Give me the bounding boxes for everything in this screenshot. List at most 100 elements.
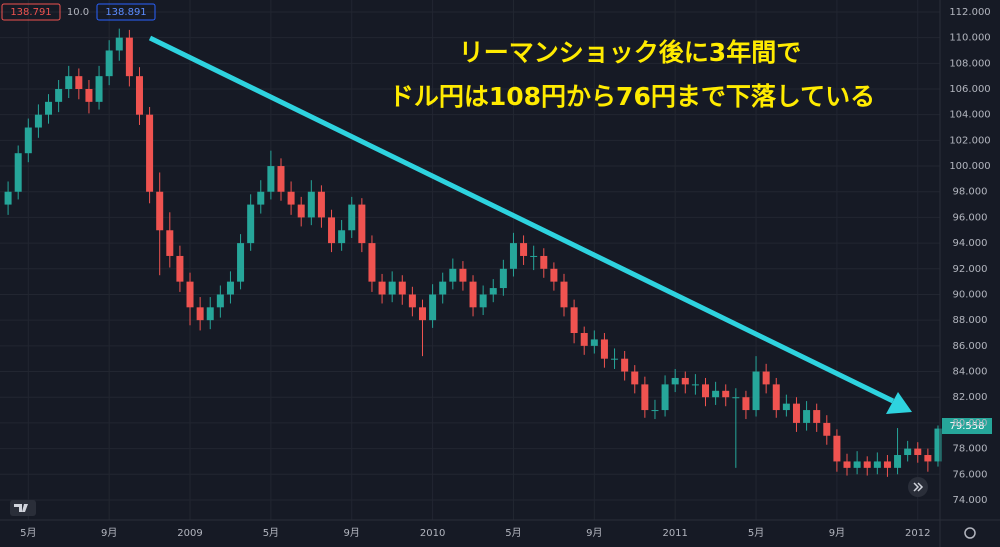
x-tick-label: 2012 (905, 528, 930, 539)
candle-body (449, 268, 457, 282)
candle-body (105, 50, 113, 77)
y-tick-label: 94.000 (953, 238, 988, 249)
y-tick-label: 102.000 (949, 135, 990, 146)
candle-body (509, 243, 517, 269)
candle-body (813, 410, 821, 423)
candle-body (661, 384, 669, 411)
candle-body (55, 88, 63, 102)
y-tick-label: 88.000 (953, 315, 988, 326)
candle-body (904, 448, 912, 456)
trend-arrow (148, 35, 895, 404)
candle-body (358, 204, 366, 244)
x-tick-label: 5月 (263, 527, 279, 539)
candle-body (560, 281, 568, 308)
candle-body (378, 281, 386, 295)
candle-body (85, 88, 93, 102)
candle-body (14, 153, 22, 192)
x-tick-label: 9月 (586, 527, 602, 539)
settings-icon[interactable] (964, 527, 976, 539)
candle-body (398, 281, 406, 295)
x-tick-label: 5月 (505, 527, 521, 539)
candle-body (651, 410, 659, 412)
candle-body (914, 448, 922, 456)
candle-body (732, 397, 740, 399)
last-price: 79.558 (950, 421, 985, 432)
sell-price: 138.791 (10, 7, 51, 18)
candle-body (702, 384, 710, 398)
candle-body (216, 294, 224, 308)
candle-body (34, 114, 42, 128)
candle-body (671, 377, 679, 385)
candle-body (469, 281, 477, 308)
candle-body (408, 294, 416, 308)
x-tick-label: 2011 (662, 528, 687, 539)
candle-body (176, 255, 184, 282)
candle-body (317, 191, 325, 218)
candle-body (894, 455, 902, 468)
y-tick-label: 84.000 (953, 367, 988, 378)
x-tick-label: 5月 (748, 527, 764, 539)
candle-body (722, 390, 730, 398)
candle-body (600, 339, 608, 359)
x-tick-label: 2009 (177, 528, 202, 539)
candle-body (267, 166, 275, 192)
x-tick-label: 9月 (101, 527, 117, 539)
last-price-box (942, 418, 992, 434)
candle-body (712, 390, 720, 398)
candle-body (934, 428, 942, 462)
candle-body (146, 114, 154, 192)
candle-body (277, 166, 285, 192)
sell-box[interactable] (1, 3, 61, 21)
buy-price: 138.891 (105, 7, 146, 18)
candle-body (348, 204, 356, 231)
y-tick-label: 108.000 (949, 58, 990, 69)
candle-body (580, 333, 588, 346)
candle-body (257, 191, 265, 205)
candle-body (691, 384, 699, 386)
candle-body (611, 358, 619, 360)
candle-body (247, 204, 255, 244)
candle-body (843, 461, 851, 468)
candle-body (24, 127, 32, 154)
y-tick-label: 110.000 (949, 33, 990, 44)
candle-body (459, 268, 467, 282)
scroll-button[interactable] (908, 477, 928, 497)
candle-body (95, 76, 103, 102)
candle-body (550, 268, 558, 282)
candles (4, 28, 942, 477)
candle-body (863, 461, 871, 468)
candle-body (681, 377, 689, 385)
arrow-head (886, 392, 912, 414)
y-tick-label: 74.000 (953, 495, 988, 506)
buy-box[interactable] (96, 3, 156, 21)
candle-body (297, 204, 305, 218)
x-tick-label: 2010 (420, 528, 445, 539)
y-tick-label: 106.000 (949, 84, 990, 95)
candle-body (873, 461, 881, 468)
y-tick-label: 90.000 (953, 289, 988, 300)
candle-body (156, 191, 164, 231)
candle-body (166, 230, 174, 256)
x-tick-label: 5月 (20, 527, 36, 539)
candle-body (621, 358, 629, 372)
annotation: ドル円は108円から76円まで下落している (389, 82, 875, 111)
candle-body (135, 76, 143, 115)
candle-body (489, 288, 497, 295)
candle-body (742, 397, 750, 411)
y-tick-label: 100.000 (949, 161, 990, 172)
candle-body (772, 384, 780, 411)
candle-body (782, 403, 790, 411)
y-tick-label: 80.000 (953, 418, 988, 429)
candle-body (752, 371, 760, 411)
x-tick-label: 9月 (344, 527, 360, 539)
candle-body (237, 243, 245, 282)
candle-body (924, 455, 932, 462)
candle-body (439, 281, 447, 295)
candle-body (115, 37, 123, 51)
x-tick-label: 9月 (829, 527, 845, 539)
grid (0, 0, 940, 520)
candle-body (368, 243, 376, 282)
spread: 10.0 (67, 7, 89, 18)
candle-body (792, 403, 800, 423)
